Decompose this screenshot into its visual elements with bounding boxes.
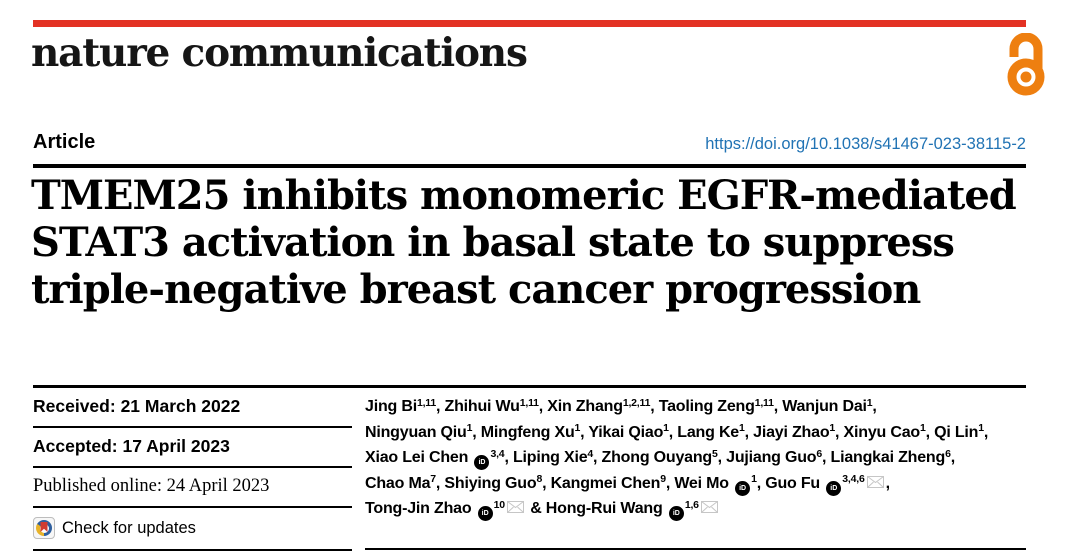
author-line: Ningyuan Qiu1, Mingfeng Xu1, Yikai Qiao1… xyxy=(365,422,989,441)
orcid-icon[interactable]: iD xyxy=(826,480,842,496)
email-icon[interactable] xyxy=(866,475,884,488)
orcid-icon[interactable]: iD xyxy=(477,506,493,521)
article-meta-row: Article https://doi.org/10.1038/s41467-0… xyxy=(33,131,1026,154)
check-for-updates-button[interactable]: Check for updates xyxy=(33,508,352,551)
affiliation-superscript: 8 xyxy=(536,473,543,485)
info-columns: Received: 21 March 2022 Accepted: 17 Apr… xyxy=(33,388,1026,551)
affiliation-superscript: 6 xyxy=(816,447,823,460)
email-icon[interactable] xyxy=(506,501,524,513)
affiliation-superscript: 3,4,6 xyxy=(842,473,865,485)
affiliation-superscript: 1,11 xyxy=(519,396,539,409)
affiliation-superscript: 1,2,11 xyxy=(622,396,651,409)
received-label: Received: xyxy=(33,396,116,416)
published-value: 24 April 2023 xyxy=(166,476,270,496)
author-line: Chao Ma7, Shiying Guo8, Kangmei Chen9, W… xyxy=(365,472,1026,498)
affiliation-superscript: 1 xyxy=(829,422,836,434)
title-line: TMEM25 inhibits monomeric EGFR-mediated xyxy=(31,172,1017,219)
affiliation-superscript: 6 xyxy=(945,447,951,460)
affiliation-superscript: 1 xyxy=(919,422,926,434)
doi-link[interactable]: https://doi.org/10.1038/s41467-023-38115… xyxy=(705,135,1026,153)
title-line: triple-negative breast cancer progressio… xyxy=(31,266,921,313)
author-line: Xiao Lei Chen iD3,4, Liping Xie4, Zhong … xyxy=(365,446,1026,472)
affiliation-superscript: 1,11 xyxy=(416,396,436,409)
orcid-icon[interactable]: iD xyxy=(668,506,684,521)
received-date: Received: 21 March 2022 xyxy=(33,388,352,428)
affiliation-superscript: 3,4 xyxy=(490,447,505,460)
accepted-date: Accepted: 17 April 2023 xyxy=(33,428,352,468)
affiliation-superscript: 5 xyxy=(712,447,718,460)
crossmark-icon xyxy=(33,517,55,539)
orcid-icon[interactable]: iD xyxy=(474,455,490,470)
article-title: TMEM25 inhibits monomeric EGFR-mediated … xyxy=(31,172,1051,313)
affiliation-superscript: 1 xyxy=(751,473,757,485)
title-line: STAT3 activation in basal state to suppr… xyxy=(31,219,955,266)
open-access-icon xyxy=(1000,32,1052,97)
author-line: Tong-Jin Zhao iD10 & Hong-Rui Wang iD1,6 xyxy=(365,497,1026,523)
affiliation-superscript: 1,11 xyxy=(754,396,774,409)
affiliation-superscript: 1 xyxy=(739,422,745,434)
email-icon[interactable] xyxy=(700,501,718,513)
affiliation-superscript: 7 xyxy=(430,473,436,485)
author-line: Jing Bi1,11, Zhihui Wu1,11, Xin Zhang1,2… xyxy=(365,396,877,416)
affiliation-superscript: 1 xyxy=(466,422,473,434)
affiliation-superscript: 10 xyxy=(493,498,505,511)
affiliation-superscript: 4 xyxy=(587,447,594,460)
affiliation-superscript: 1,6 xyxy=(684,498,699,511)
author-list: Jing Bi1,11, Zhihui Wu1,11, Xin Zhang1,2… xyxy=(365,388,1026,551)
journal-logo: nature communications xyxy=(31,30,528,76)
masthead-brand-bar xyxy=(33,20,1026,27)
affiliation-superscript: 1 xyxy=(663,422,669,434)
divider xyxy=(33,164,1026,168)
affiliation-superscript: 1 xyxy=(978,422,984,434)
article-type-label: Article xyxy=(33,131,96,153)
accepted-value: 17 April 2023 xyxy=(122,436,230,456)
affiliation-superscript: 1 xyxy=(574,422,581,434)
published-online-date: Published online: 24 April 2023 xyxy=(33,468,352,508)
affiliation-superscript: 1 xyxy=(866,396,873,409)
affiliation-superscript: 9 xyxy=(660,473,666,485)
published-label: Published online: xyxy=(33,476,162,496)
accepted-label: Accepted: xyxy=(33,436,118,456)
history-panel: Received: 21 March 2022 Accepted: 17 Apr… xyxy=(33,388,352,551)
orcid-icon[interactable]: iD xyxy=(735,480,751,496)
divider xyxy=(365,548,1026,550)
received-value: 21 March 2022 xyxy=(120,396,241,416)
check-for-updates-label: Check for updates xyxy=(62,518,196,537)
divider xyxy=(33,385,1026,388)
